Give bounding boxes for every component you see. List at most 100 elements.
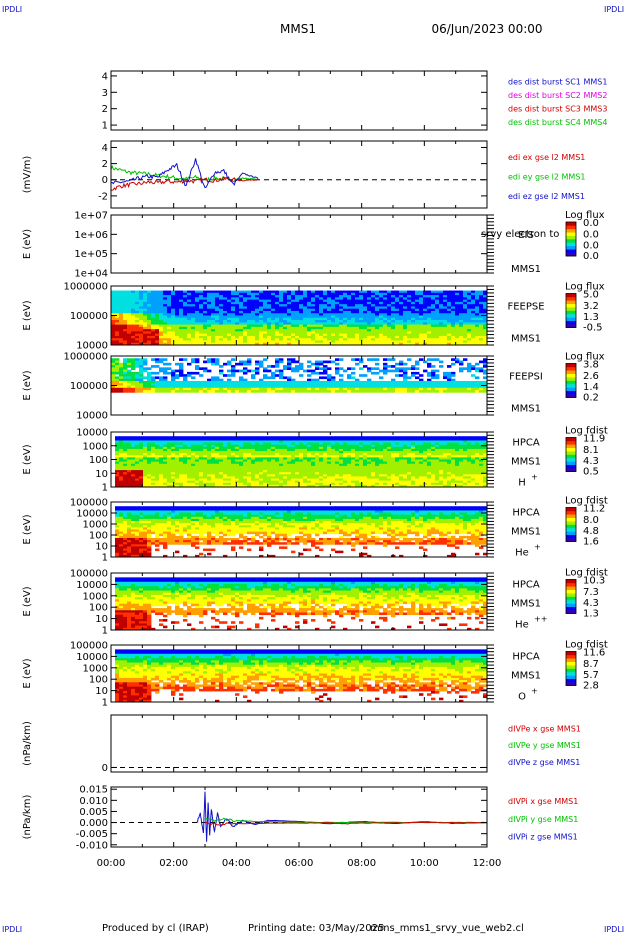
spectrogram-cell xyxy=(367,290,372,294)
spectrogram-cell xyxy=(367,367,372,371)
spectrogram-cell xyxy=(183,446,188,450)
spectrogram-cell xyxy=(191,457,196,460)
spectrogram-cell xyxy=(159,324,164,328)
spectrogram-cell xyxy=(387,390,392,393)
spectrogram-cell xyxy=(299,331,304,335)
spectrogram-cell xyxy=(335,301,340,305)
spectrogram-cell xyxy=(479,295,484,298)
spectrogram-cell xyxy=(115,362,120,366)
spectrogram-cell xyxy=(259,329,264,332)
spectrogram-cell xyxy=(151,358,156,361)
spectrogram-cell xyxy=(479,297,484,301)
spectrogram-cell xyxy=(275,306,280,310)
spectrogram-cell xyxy=(363,322,368,325)
spectrogram-cell xyxy=(263,472,268,475)
spectrogram-cell xyxy=(203,476,208,479)
spectrogram-cell xyxy=(155,453,160,456)
spectrogram-cell xyxy=(315,387,320,391)
spectrogram-cell xyxy=(191,467,196,471)
spectrogram-cell xyxy=(123,474,128,477)
spectrogram-cell xyxy=(119,482,124,486)
spectrogram-cell xyxy=(227,457,232,460)
spectrogram-cell xyxy=(231,455,236,458)
spectrogram-cell xyxy=(327,482,332,486)
spectrogram-cell xyxy=(123,308,128,312)
spectrogram-cell xyxy=(143,480,148,484)
spectrogram-cell xyxy=(359,331,364,335)
spectrogram-cell xyxy=(247,333,252,337)
spectrogram-cell xyxy=(475,324,480,328)
spectrogram-cell xyxy=(339,455,344,458)
spectrogram-cell xyxy=(219,342,224,346)
spectrogram-cell xyxy=(163,484,168,488)
spectrogram-cell xyxy=(171,338,176,341)
spectrogram-cell xyxy=(171,446,176,450)
spectrogram-cell xyxy=(331,444,336,448)
spectrogram-cell xyxy=(447,365,452,368)
spectrogram-cell xyxy=(311,369,316,373)
spectrogram-cell xyxy=(259,387,264,391)
spectrogram-cell xyxy=(127,390,132,393)
spectrogram-cell xyxy=(263,474,268,477)
spectrogram-cell xyxy=(447,371,452,375)
spectrogram-cell xyxy=(303,478,308,482)
spectrogram-cell xyxy=(295,308,300,312)
spectrogram-cell xyxy=(243,446,248,450)
spectrogram-cell xyxy=(215,474,220,477)
spectrogram-cell xyxy=(335,440,340,443)
spectrogram-cell xyxy=(147,470,152,473)
spectrogram-cell xyxy=(171,374,176,377)
spectrogram-cell xyxy=(315,360,320,364)
spectrogram-cell xyxy=(115,385,120,389)
spectrogram-cell xyxy=(207,383,212,386)
spectrogram-cell xyxy=(399,360,404,364)
spectrogram-cell xyxy=(283,480,288,484)
panel-1-ytick-label: 3 xyxy=(102,88,108,99)
spectrogram-cell xyxy=(195,308,200,312)
spectrogram-cell xyxy=(111,292,116,296)
spectrogram-cell xyxy=(303,482,308,486)
spectrogram-cell xyxy=(203,324,208,328)
spectrogram-cell xyxy=(351,342,356,346)
spectrogram-cell xyxy=(255,297,260,301)
spectrogram-cell xyxy=(155,304,160,307)
spectrogram-cell xyxy=(127,340,132,344)
spectrogram-cell xyxy=(259,455,264,458)
spectrogram-cell xyxy=(371,358,376,361)
colorbar-segment xyxy=(566,222,576,226)
spectrogram-cell xyxy=(407,385,412,389)
spectrogram-cell xyxy=(355,297,360,301)
spectrogram-cell xyxy=(315,474,320,477)
spectrogram-cell xyxy=(375,292,380,296)
spectrogram-cell xyxy=(151,317,156,321)
spectrogram-cell xyxy=(271,436,276,439)
spectrogram-cell xyxy=(355,342,360,346)
spectrogram-cell xyxy=(295,461,300,465)
spectrogram-cell xyxy=(327,453,332,456)
spectrogram-cell xyxy=(199,446,204,450)
spectrogram-cell xyxy=(299,453,304,456)
spectrogram-cell xyxy=(435,385,440,389)
spectrogram-cell xyxy=(119,448,124,452)
spectrogram-cell xyxy=(391,365,396,368)
spectrogram-cell xyxy=(343,465,348,469)
spectrogram-cell xyxy=(115,292,120,296)
spectrogram-cell xyxy=(455,358,460,361)
spectrogram-cell xyxy=(435,295,440,298)
spectrogram-cell xyxy=(127,329,132,332)
spectrogram-cell xyxy=(343,331,348,335)
spectrogram-cell xyxy=(291,297,296,301)
spectrogram-cell xyxy=(427,385,432,389)
spectrogram-cell xyxy=(171,474,176,477)
spectrogram-cell xyxy=(471,317,476,321)
spectrogram-cell xyxy=(315,320,320,323)
spectrogram-cell xyxy=(235,315,240,319)
spectrogram-cell xyxy=(463,383,468,386)
spectrogram-cell xyxy=(211,467,216,471)
spectrogram-cell xyxy=(311,331,316,335)
spectrogram-cell xyxy=(467,380,472,384)
spectrogram-cell xyxy=(303,333,308,337)
spectrogram-cell xyxy=(223,472,228,475)
spectrogram-cell xyxy=(291,476,296,479)
spectrogram-cell xyxy=(179,292,184,296)
